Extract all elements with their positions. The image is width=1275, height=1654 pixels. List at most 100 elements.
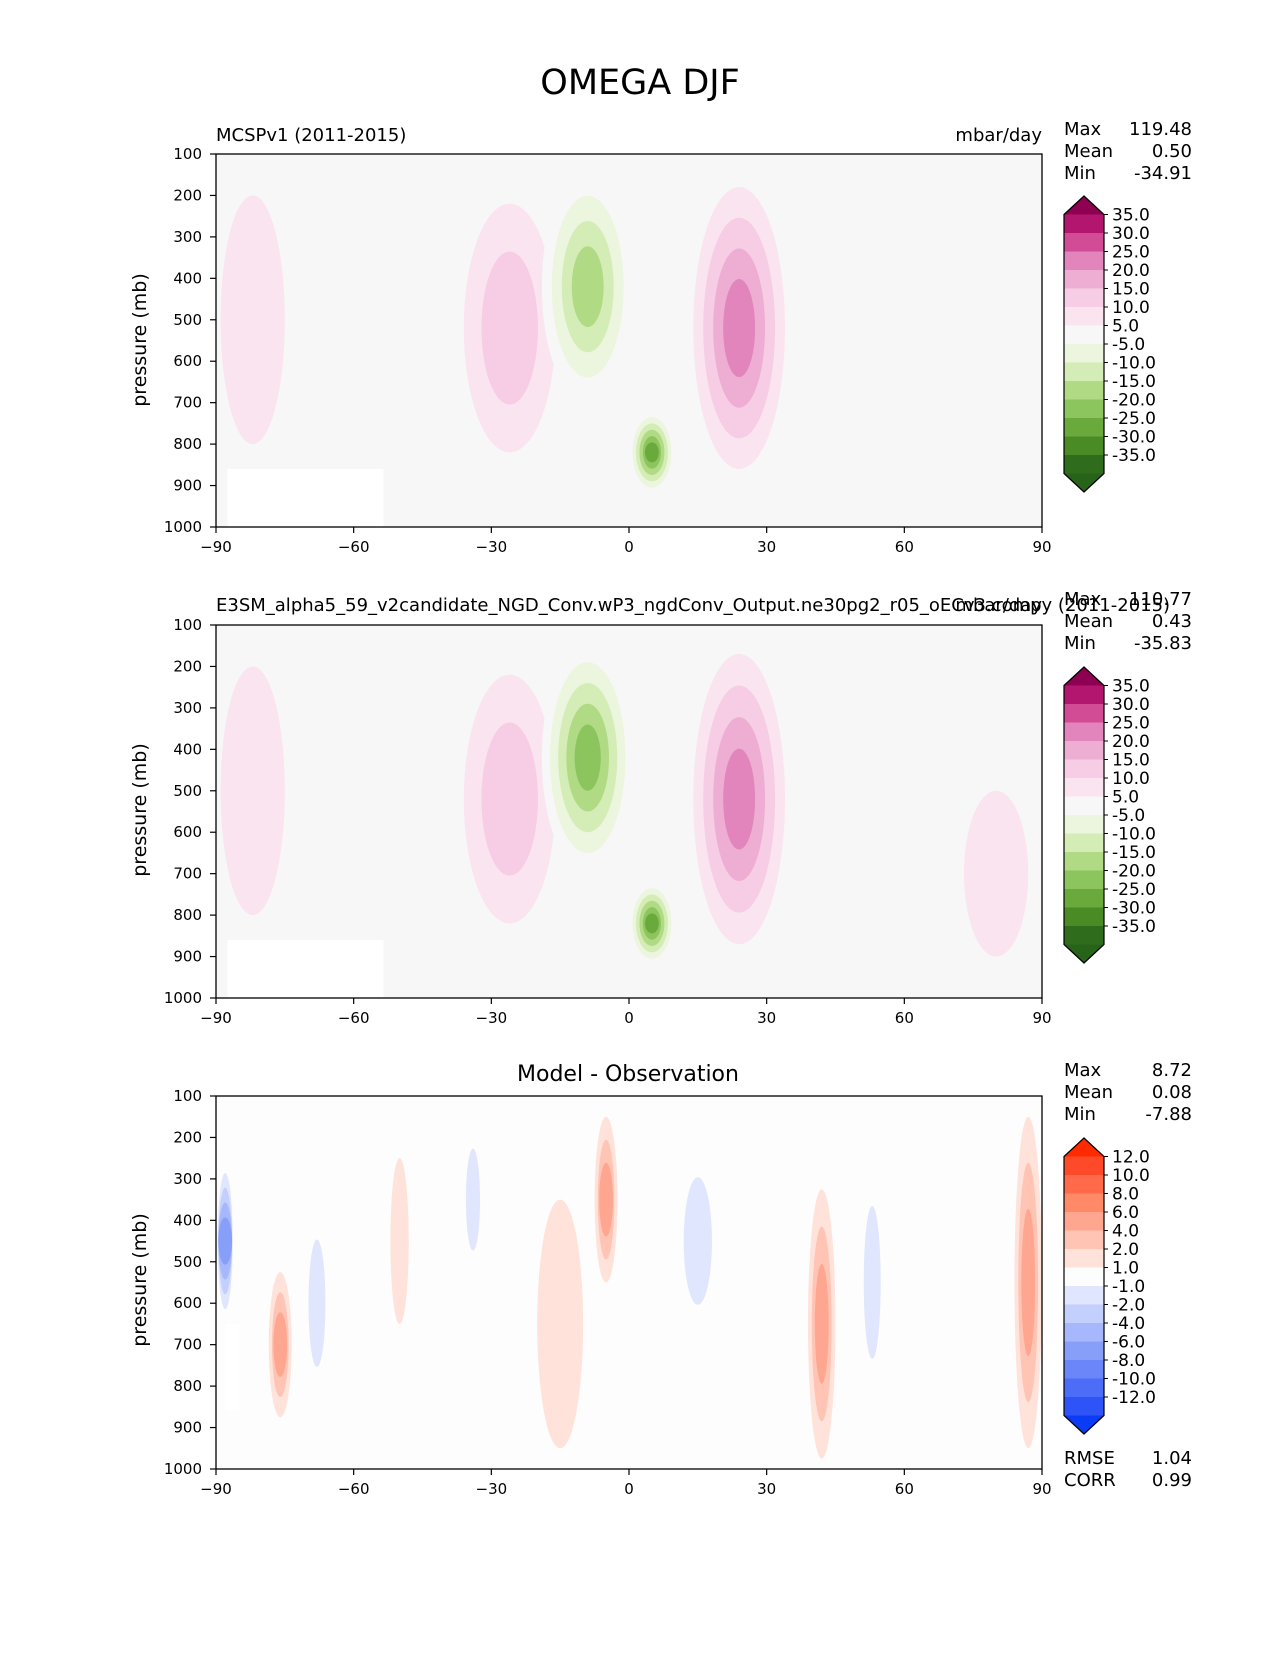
y-tick-label: 700 xyxy=(173,394,202,412)
y-tick-label: 600 xyxy=(173,1294,202,1312)
colorbar-tick-label: -2.0 xyxy=(1112,1296,1145,1316)
x-tick-label: 0 xyxy=(624,1009,634,1027)
stat-max-label: Max xyxy=(1064,1060,1102,1081)
stat-mean-value: 0.50 xyxy=(1152,141,1192,162)
contour-band-pos-1-1 xyxy=(481,251,538,405)
colorbar-outline xyxy=(1063,195,1105,493)
colorbar-tick-label: 5.0 xyxy=(1112,788,1139,808)
colorbar-tick-label: 15.0 xyxy=(1112,280,1150,300)
colorbar-outline xyxy=(1063,666,1105,964)
colorbar-segment xyxy=(1064,1341,1104,1361)
figure-title: OMEGA DJF xyxy=(540,63,739,103)
y-tick-label: 500 xyxy=(173,782,202,800)
colorbar-segment xyxy=(1064,722,1104,742)
y-tick-label: 900 xyxy=(173,948,202,966)
contour-band-neg-7-1 xyxy=(683,1177,712,1305)
y-tick-label: 400 xyxy=(173,1211,202,1229)
colorbar-tick-label: -20.0 xyxy=(1112,391,1156,411)
y-tick-label: 700 xyxy=(173,1336,202,1354)
stat-max-label: Max xyxy=(1064,589,1102,610)
y-tick-label: 900 xyxy=(173,477,202,495)
contour-band-neg-2-3 xyxy=(571,246,604,327)
y-tick-label: 300 xyxy=(173,228,202,246)
colorbar-segment xyxy=(1064,685,1104,705)
colorbar-segment xyxy=(1064,1193,1104,1213)
y-tick-label: 800 xyxy=(173,906,202,924)
x-tick-label: 60 xyxy=(895,1009,914,1027)
stat-min-label: Min xyxy=(1064,1104,1096,1125)
y-tick-label: 300 xyxy=(173,1170,202,1188)
colorbar-tick-label: -30.0 xyxy=(1112,428,1156,448)
colorbar-segment xyxy=(1064,759,1104,779)
panel-e3sm: E3SM_alpha5_59_v2candidate_NGD_Conv.wP3_… xyxy=(129,589,1192,1027)
plot-area: −90 −60 −30 0 30 60 90 100 200 300 400 500 600 700 800… xyxy=(164,616,1052,1027)
colorbar-segment xyxy=(1064,815,1104,834)
colorbar-segment xyxy=(1064,307,1104,326)
colorbar-tick-label: -15.0 xyxy=(1112,372,1156,392)
contour-field xyxy=(220,170,932,527)
plot-area: −90 −60 −30 0 30 60 90 100 200 300 400 500 600 700 800… xyxy=(164,145,1052,556)
contour-band-neg-4-0 xyxy=(321,245,405,478)
colorbar-segment xyxy=(1064,1286,1104,1305)
contour-band-pos-5-0 xyxy=(537,1199,584,1449)
stat-min-value: -34.91 xyxy=(1134,163,1192,184)
colorbar-segment xyxy=(1064,1304,1104,1324)
colorbar: 12.010.08.06.04.02.01.0-1.0-2.0-4.0-6.0-… xyxy=(1063,1137,1156,1435)
colorbar-tick-label: 4.0 xyxy=(1112,1222,1139,1242)
colorbar-tick-label: -12.0 xyxy=(1112,1388,1156,1408)
colorbar-segment xyxy=(1064,1378,1104,1398)
x-tick-label: 90 xyxy=(1032,538,1051,556)
colorbar-tick-label: -5.0 xyxy=(1112,806,1145,826)
panel-units: mbar/day xyxy=(955,595,1042,616)
colorbar-tick-label: 30.0 xyxy=(1112,695,1150,715)
panel-center-title: Model - Observation xyxy=(517,1062,739,1087)
colorbar-tick-label: -5.0 xyxy=(1112,335,1145,355)
x-tick-label: 60 xyxy=(895,538,914,556)
colorbar-segment xyxy=(1064,778,1104,797)
colorbar-segment xyxy=(1064,926,1104,945)
colorbar-segment xyxy=(1064,1323,1104,1342)
colorbar-segment xyxy=(1064,233,1104,252)
x-tick-label: −90 xyxy=(200,1480,232,1498)
colorbar-tick-label: 12.0 xyxy=(1112,1148,1150,1168)
colorbar-segment xyxy=(1064,214,1104,234)
colorbar-segment xyxy=(1064,1267,1104,1287)
colorbar-outline xyxy=(1063,1137,1105,1435)
colorbar-tick-label: -35.0 xyxy=(1112,446,1156,466)
colorbar-tick-label: 5.0 xyxy=(1112,317,1139,337)
colorbar-segment xyxy=(1064,741,1104,760)
contour-field xyxy=(216,1116,1042,1459)
colorbar-segment xyxy=(1064,870,1104,890)
colorbar-tick-label: 25.0 xyxy=(1112,243,1150,263)
y-tick-label: 1000 xyxy=(164,1460,202,1478)
colorbar-segment xyxy=(1064,418,1104,437)
stat-min-label: Min xyxy=(1064,163,1096,184)
colorbar-tick-label: -20.0 xyxy=(1112,862,1156,882)
colorbar-tick-label: 20.0 xyxy=(1112,732,1150,752)
colorbar-segment xyxy=(1064,889,1104,908)
contour-band-pos-5-0 xyxy=(220,666,285,916)
contour-band-pos-7-0 xyxy=(963,790,1029,957)
colorbar-tick-label: 35.0 xyxy=(1112,677,1150,697)
contour-band-neg-2-4 xyxy=(574,724,601,791)
colorbar-segment xyxy=(1064,251,1104,271)
colorbar-segment xyxy=(1064,1230,1104,1250)
x-tick-label: −60 xyxy=(338,1480,370,1498)
panel-stats: Max 119.48 Mean 0.50 Min -34.91 xyxy=(1064,119,1192,184)
y-axis-label: pressure (mb) xyxy=(129,743,151,877)
stat-rmse-label: RMSE xyxy=(1064,1448,1115,1469)
x-tick-label: −90 xyxy=(200,538,232,556)
y-tick-label: 400 xyxy=(173,740,202,758)
contour-band-neg-4-0 xyxy=(321,716,405,949)
colorbar-segment xyxy=(1064,833,1104,853)
contour-band-pos-0-3 xyxy=(723,279,756,378)
colorbar: 35.030.025.020.015.010.05.0-5.0-10.0-15.… xyxy=(1063,195,1156,493)
stat-min-value: -35.83 xyxy=(1134,633,1192,654)
y-tick-label: 400 xyxy=(173,269,202,287)
colorbar-segment xyxy=(1064,1156,1104,1176)
y-tick-label: 100 xyxy=(173,145,202,163)
contour-band-neg-3-5 xyxy=(645,913,659,934)
colorbar-segment xyxy=(1064,455,1104,474)
stat-max-label: Max xyxy=(1064,119,1102,140)
